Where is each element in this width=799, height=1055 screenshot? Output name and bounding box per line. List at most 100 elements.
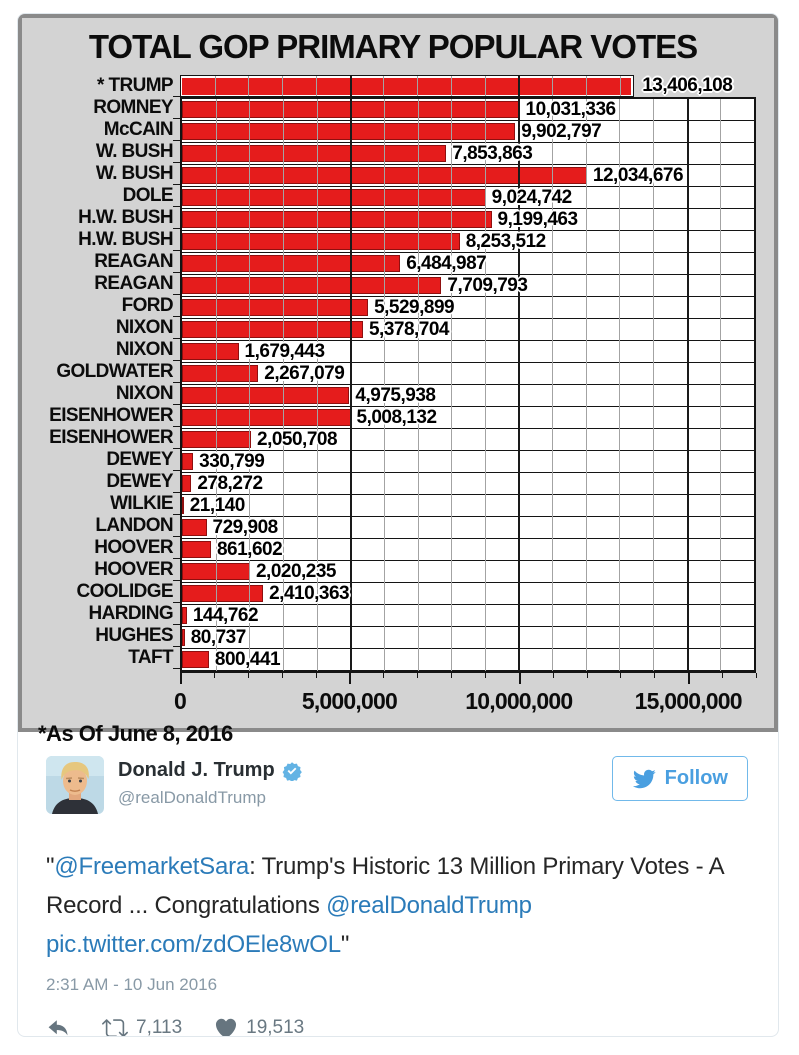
gridline bbox=[518, 99, 521, 671]
gridline bbox=[552, 99, 554, 671]
bar-value-label: 144,762 bbox=[192, 605, 259, 626]
gridline bbox=[518, 76, 521, 96]
bar-value-label: 8,253,512 bbox=[465, 231, 547, 252]
plot-column: 13,406,108 10,031,336 9,902,797 7,853,863 1… bbox=[174, 75, 757, 718]
tweet-actions: 7,113 19,513 bbox=[46, 1015, 748, 1037]
retweet-count: 7,113 bbox=[136, 1017, 183, 1037]
gridline bbox=[450, 76, 452, 96]
gop-votes-chart[interactable]: TOTAL GOP PRIMARY POPULAR VOTES * TRUMP R… bbox=[18, 14, 778, 746]
bar-value-label: 1,679,443 bbox=[244, 341, 326, 362]
avatar-portrait bbox=[46, 756, 104, 814]
x-axis-tick-label: 10,000,000 bbox=[465, 688, 573, 714]
bar-value-label: 4,975,938 bbox=[355, 385, 436, 406]
bar-label: COOLIDGE bbox=[30, 581, 180, 603]
gridline bbox=[349, 76, 352, 96]
avatar[interactable] bbox=[46, 756, 104, 814]
gridline bbox=[585, 99, 587, 671]
bar-value-label: 7,709,793 bbox=[447, 275, 528, 296]
tweet-text: "@FreemarketSara: Trump's Historic 13 Mi… bbox=[46, 847, 748, 964]
bar-value-label: 9,199,463 bbox=[497, 209, 579, 230]
tweet-body: Donald J. Trump @realDonaldTrump Follow … bbox=[18, 732, 778, 1037]
bar-value-label: 13,406,108 bbox=[642, 75, 733, 96]
gridline bbox=[383, 99, 385, 671]
bar-label: GOLDWATER bbox=[30, 361, 180, 383]
user-names: Donald J. Trump @realDonaldTrump bbox=[118, 756, 302, 808]
gridline bbox=[350, 99, 353, 671]
heart-icon bbox=[216, 1018, 237, 1036]
bar-value-label: 5,529,899 bbox=[374, 297, 455, 318]
bar-label: NIXON bbox=[30, 383, 180, 405]
gridline bbox=[686, 99, 689, 671]
axis-tick bbox=[756, 673, 757, 678]
gridline bbox=[619, 76, 621, 96]
bar bbox=[182, 343, 239, 360]
bar-label: W. BUSH bbox=[30, 141, 180, 163]
bar bbox=[182, 321, 363, 338]
bar-label: HOOVER bbox=[30, 559, 180, 581]
trump-bar-row: 13,406,108 bbox=[180, 75, 756, 97]
bar-label: * TRUMP bbox=[30, 75, 180, 97]
bar-value-label: 278,272 bbox=[197, 473, 263, 494]
bar-row: 7,853,863 bbox=[182, 143, 754, 165]
bar-row: 80,737 bbox=[182, 627, 754, 649]
axis-tick bbox=[552, 673, 554, 678]
bar-label: H.W. BUSH bbox=[30, 229, 180, 251]
axis-tick bbox=[180, 673, 182, 684]
bar-label: HOOVER bbox=[30, 537, 180, 559]
bar bbox=[182, 145, 447, 162]
gridline bbox=[484, 76, 486, 96]
bar-row: 330,799 bbox=[182, 451, 754, 473]
bar-row: 5,529,899 bbox=[182, 297, 754, 319]
bar-label: DEWEY bbox=[30, 471, 180, 493]
axis-tick bbox=[654, 673, 656, 678]
bar bbox=[182, 277, 442, 294]
axis-tick bbox=[247, 673, 249, 678]
bar-label: DEWEY bbox=[30, 449, 180, 471]
media-link[interactable]: pic.twitter.com/zdOEle8wOL bbox=[46, 931, 341, 958]
retweet-icon bbox=[102, 1019, 128, 1036]
bar-value-label: 21,140 bbox=[189, 495, 246, 516]
bar-row: 8,253,512 bbox=[182, 231, 754, 253]
bar-label: HARDING bbox=[30, 603, 180, 625]
bar-value-label: 6,484,987 bbox=[406, 253, 487, 274]
bar-label: EISENHOWER bbox=[30, 405, 180, 427]
gridline bbox=[417, 76, 419, 96]
chart-footnote: *As Of June 8, 2016 bbox=[38, 721, 233, 746]
bar-row: 5,378,704 bbox=[182, 319, 754, 341]
gridline bbox=[552, 76, 554, 96]
display-name[interactable]: Donald J. Trump bbox=[118, 759, 275, 781]
bar-row: 2,050,708 bbox=[182, 429, 754, 451]
bar-row: 9,902,797 bbox=[182, 121, 754, 143]
bar bbox=[182, 497, 184, 514]
gridline bbox=[653, 99, 655, 671]
user-handle[interactable]: @realDonaldTrump bbox=[118, 788, 266, 807]
axis-tick bbox=[722, 673, 724, 678]
bar-label: NIXON bbox=[30, 317, 180, 339]
bar-label: McCAIN bbox=[30, 119, 180, 141]
reply-button[interactable] bbox=[46, 1016, 70, 1036]
axis-tick bbox=[383, 673, 385, 678]
gridline bbox=[249, 99, 251, 671]
tweet-card: TOTAL GOP PRIMARY POPULAR VOTES * TRUMP R… bbox=[17, 13, 779, 1037]
bar bbox=[182, 541, 211, 558]
verified-badge-icon bbox=[282, 761, 302, 781]
mention-link[interactable]: @realDonaldTrump bbox=[326, 892, 532, 919]
mention-link[interactable]: @FreemarketSara bbox=[54, 853, 250, 880]
tweet-text-segment: " bbox=[340, 931, 350, 958]
reply-icon bbox=[48, 1020, 68, 1036]
bar bbox=[182, 453, 194, 470]
bar-value-label: 80,737 bbox=[190, 627, 247, 648]
tweet-timestamp: 2:31 AM - 10 Jun 2016 bbox=[46, 975, 218, 994]
bar bbox=[182, 409, 351, 426]
x-axis-labels: 0 5,000,000 10,000,000 15,000,000 bbox=[174, 686, 756, 718]
bar bbox=[182, 255, 401, 272]
bar-row: 6,484,987 bbox=[182, 253, 754, 275]
bar bbox=[182, 123, 516, 140]
retweet-button[interactable]: 7,113 bbox=[102, 1015, 183, 1037]
gridline bbox=[282, 76, 284, 96]
follow-button[interactable]: Follow bbox=[611, 756, 748, 801]
bar-row: 2,410,363 bbox=[182, 583, 754, 605]
axis-tick bbox=[281, 673, 283, 678]
like-button[interactable]: 19,513 bbox=[214, 1016, 304, 1036]
bar bbox=[182, 189, 486, 206]
